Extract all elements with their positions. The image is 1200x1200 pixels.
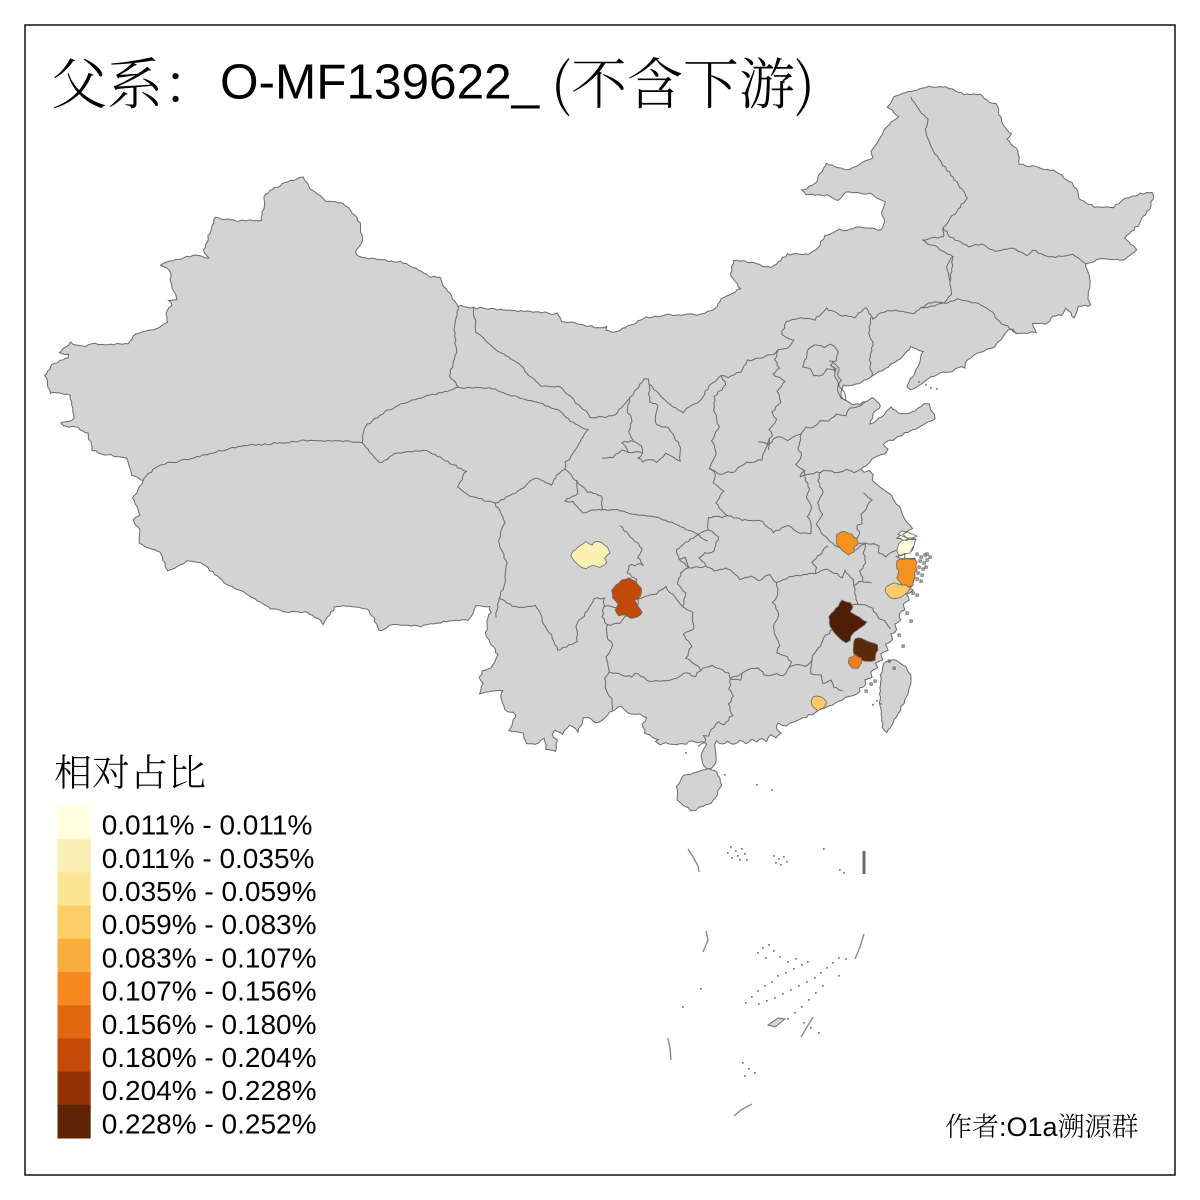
svg-text:0.011% - 0.011%: 0.011% - 0.011% — [102, 810, 313, 841]
svg-text:0.035% - 0.059%: 0.035% - 0.059% — [102, 876, 317, 907]
svg-text:0.204% - 0.228%: 0.204% - 0.228% — [102, 1075, 317, 1106]
svg-text:0.180% - 0.204%: 0.180% - 0.204% — [102, 1042, 317, 1073]
svg-text:0.083% - 0.107%: 0.083% - 0.107% — [102, 942, 317, 973]
svg-text:0.107% - 0.156%: 0.107% - 0.156% — [102, 976, 317, 1007]
svg-text::O1a: :O1a — [999, 1112, 1059, 1142]
svg-text:0.228% - 0.252%: 0.228% - 0.252% — [102, 1108, 317, 1139]
svg-text:O-MF139622_: O-MF139622_ — [220, 55, 541, 110]
svg-text:0.059% - 0.083%: 0.059% - 0.083% — [102, 909, 317, 940]
svg-text:0.156% - 0.180%: 0.156% - 0.180% — [102, 1009, 317, 1040]
svg-text:0.011% - 0.035%: 0.011% - 0.035% — [102, 843, 315, 874]
